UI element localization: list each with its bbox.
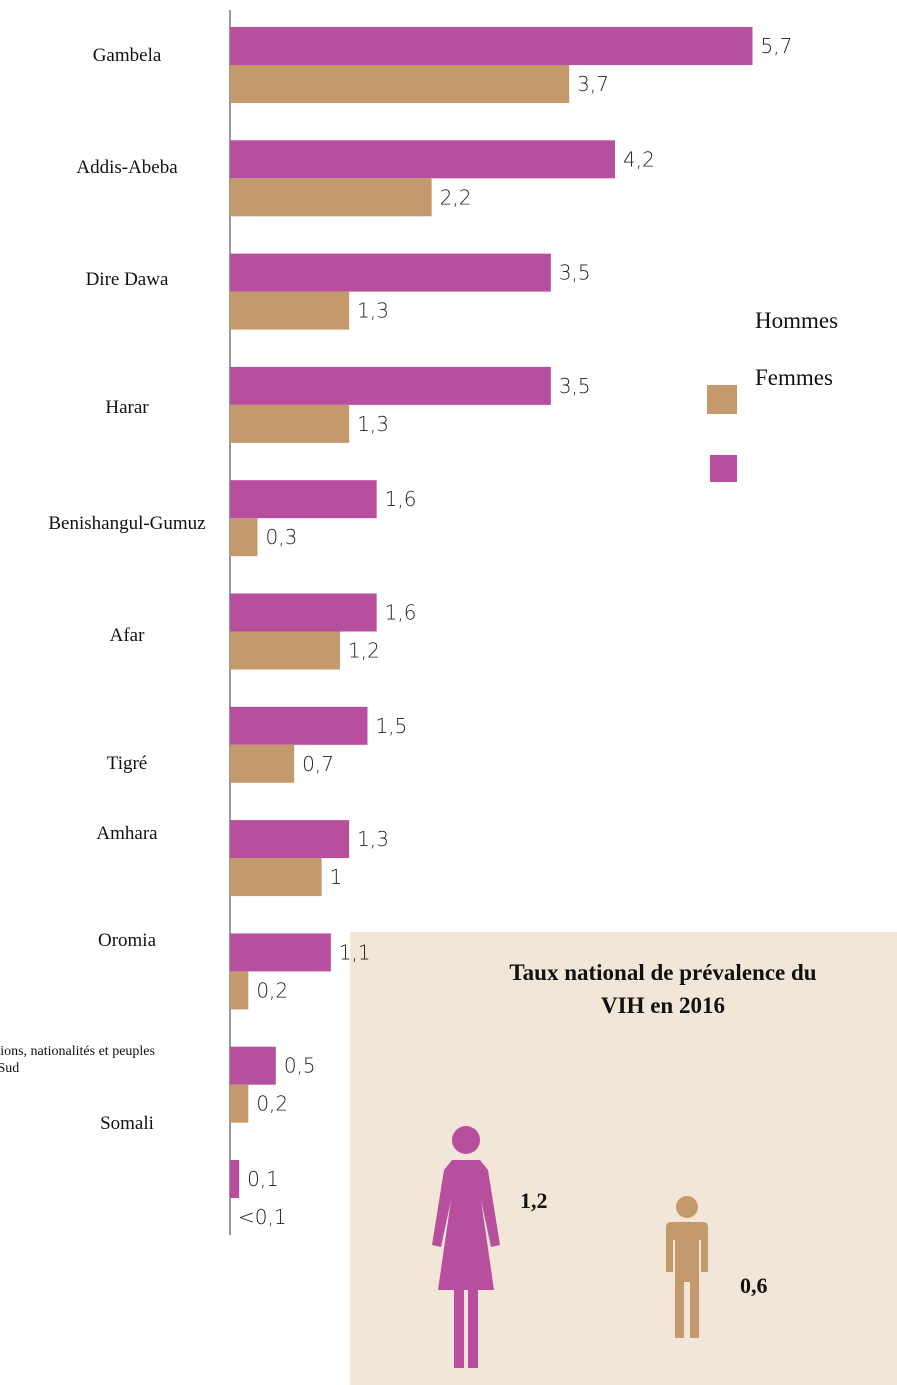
icon-head [676,1196,698,1218]
inset-title-line: VIH en 2016 [601,993,725,1018]
bar [230,593,377,632]
category-label: Amhara [96,823,158,844]
bar [230,820,350,859]
bar [230,1160,240,1198]
bar [230,366,551,405]
bar [230,404,350,443]
value-label: 0,3 [266,525,298,549]
legend-swatch [710,455,737,482]
woman-icon [432,1126,500,1368]
inset-value: 0,6 [740,1273,768,1298]
inset-box [350,932,897,1385]
legend-label: Femmes [755,365,833,390]
value-label: 3,5 [559,261,591,285]
value-label: 1,3 [357,412,389,436]
value-label: <0,1 [238,1205,287,1229]
value-label: 0,2 [256,1092,288,1116]
value-label: 3,7 [577,72,609,96]
category-label: Harar [105,397,149,418]
bar [230,65,570,103]
bar [230,971,249,1010]
bar [230,631,340,670]
icon-body [432,1160,500,1368]
value-label: 0,2 [256,978,288,1002]
value-label: 1,2 [348,639,380,663]
bar [230,706,368,745]
bar [230,178,432,217]
value-label: 1,6 [385,487,417,511]
bar [230,253,551,292]
inset-title: Taux national de prévalence du VIH en 201… [509,960,816,1018]
bar [230,1046,276,1085]
category-label: Addis-Abeba [76,157,178,178]
bar [230,518,258,557]
value-label: 2,2 [440,185,472,209]
value-label: 4,2 [623,147,655,171]
bar [230,858,322,897]
man-icon [666,1196,708,1338]
value-label: 1 [330,865,343,889]
value-label: 1,3 [357,299,389,323]
bar [230,140,615,179]
bar [230,27,753,65]
icon-body [666,1222,708,1338]
category-label: Somali [100,1113,154,1134]
category-label: Afar [110,625,145,646]
value-label: 1,5 [376,714,408,738]
bar [230,480,377,519]
inset-value: 1,2 [520,1188,548,1213]
value-label: 1,6 [385,601,417,625]
value-label: 5,7 [761,34,793,58]
icon-head [452,1126,480,1154]
value-label: 0,1 [247,1167,279,1191]
value-label: 3,5 [559,374,591,398]
legend-label: Hommes [755,308,838,333]
category-label: Tigré [107,753,147,774]
inset-title-line: Taux national de prévalence du [509,960,816,985]
value-label: 1,3 [357,827,389,851]
value-label: 0,5 [284,1054,316,1078]
bar [230,291,350,330]
category-label: Oromia [98,930,157,951]
category-label: Dire Dawa [86,269,169,290]
legend-swatch [707,385,737,414]
bar [230,1084,249,1123]
bar [230,933,331,972]
category-label: Nations, nationalités et peuples du Sud [0,1044,155,1076]
value-label: 0,7 [302,752,334,776]
category-label: Benishangul-Gumuz [48,513,205,534]
value-label: 1,1 [339,940,371,964]
category-label: Gambela [93,45,162,66]
bar [230,744,295,783]
